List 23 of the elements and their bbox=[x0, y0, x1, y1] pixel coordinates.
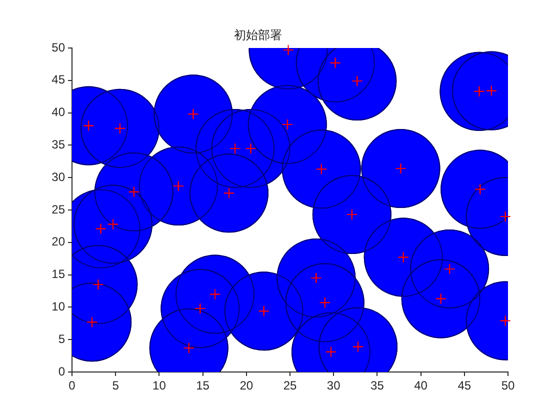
x-tick-label: 25 bbox=[283, 378, 297, 393]
y-tick-label: 10 bbox=[52, 300, 66, 314]
y-tick-label: 40 bbox=[52, 105, 66, 120]
x-tick-label: 20 bbox=[240, 378, 254, 393]
y-tick-label: 25 bbox=[52, 202, 66, 216]
y-tick-label: 35 bbox=[52, 138, 66, 152]
y-tick-label: 20 bbox=[52, 234, 66, 249]
y-tick-label: 5 bbox=[58, 332, 66, 346]
y-tick-label: 45 bbox=[52, 72, 66, 87]
y-tick-label: 30 bbox=[52, 170, 66, 184]
x-tick-label: 50 bbox=[501, 378, 515, 393]
x-tick-label: 5 bbox=[112, 378, 120, 393]
x-tick-label: 40 bbox=[414, 378, 428, 393]
x-tick-label: 0 bbox=[68, 378, 76, 393]
x-tick-label: 45 bbox=[458, 378, 472, 393]
y-tick-label: 50 bbox=[52, 40, 66, 54]
x-tick-label: 30 bbox=[326, 378, 341, 393]
chart-title: 初始部署 bbox=[234, 28, 282, 42]
y-tick-label: 0 bbox=[58, 364, 66, 378]
x-tick-label: 10 bbox=[152, 378, 166, 393]
x-tick-label: 15 bbox=[196, 378, 210, 393]
y-tick-label: 15 bbox=[52, 267, 66, 282]
x-tick-label: 35 bbox=[370, 378, 384, 393]
